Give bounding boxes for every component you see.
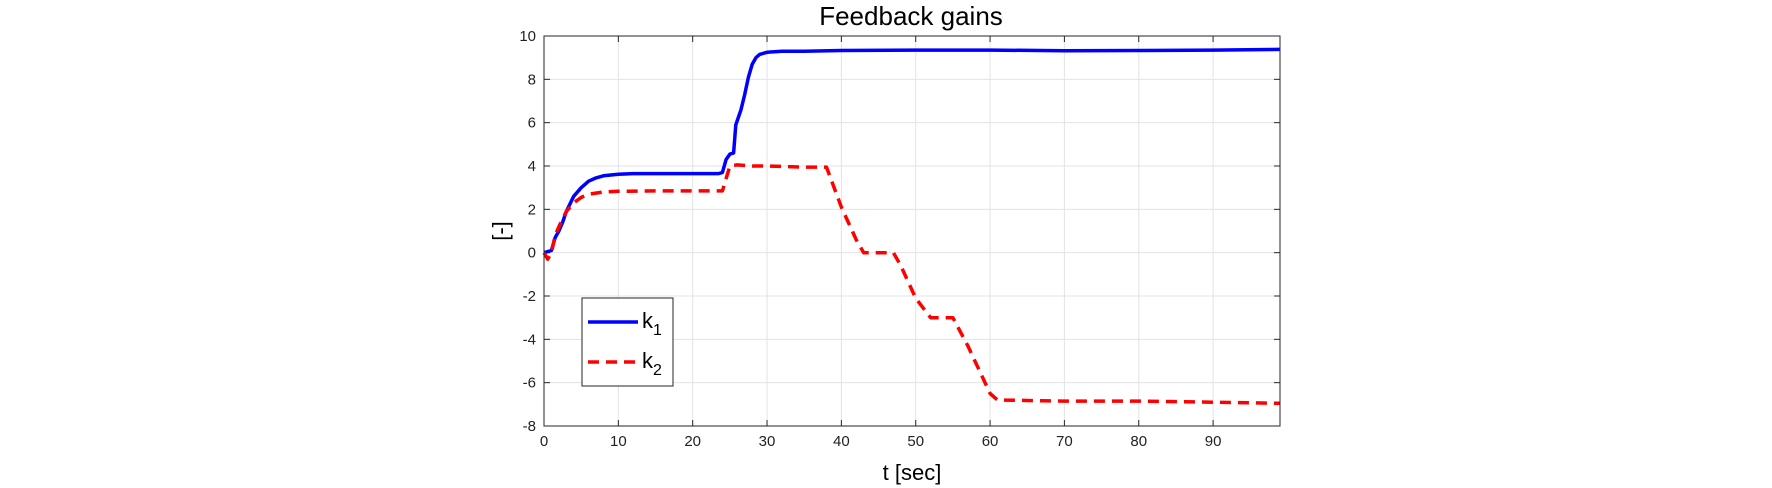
x-tick-label: 20 [684, 433, 701, 450]
legend-label-k1: k1 [642, 308, 662, 339]
series-line-k2 [542, 163, 1281, 406]
y-tick-label: -4 [523, 331, 536, 348]
x-tick-label: 90 [1205, 433, 1222, 450]
y-tick-label: -8 [523, 418, 536, 435]
x-tick-label: 40 [833, 433, 850, 450]
series-line-k1 [543, 47, 1281, 255]
y-tick-label: -2 [523, 288, 536, 305]
legend-box [581, 297, 674, 387]
legend-label-k2: k2 [642, 348, 662, 379]
series-group [542, 47, 1281, 406]
x-tick-label: 80 [1130, 433, 1147, 450]
y-tick-label: 10 [519, 28, 536, 45]
x-tick-label: 70 [1056, 433, 1073, 450]
x-tick-label: 50 [907, 433, 924, 450]
x-axis-label: t [sec] [883, 460, 942, 485]
y-tick-label: 8 [528, 71, 536, 88]
legend: k1 k2 [581, 297, 674, 387]
x-tick-label: 0 [540, 433, 548, 450]
y-tick-label: 2 [528, 201, 536, 218]
chart-title: Feedback gains [819, 1, 1003, 31]
y-tick-label: -6 [523, 375, 536, 392]
y-tick-label: 6 [528, 115, 536, 132]
plot-frame [543, 35, 1281, 427]
y-axis-label: [-] [488, 221, 513, 241]
x-tick-label: 60 [982, 433, 999, 450]
y-tick-label: 4 [528, 158, 536, 175]
y-tick-label: 0 [528, 245, 536, 262]
x-tick-label: 30 [759, 433, 776, 450]
x-tick-label: 10 [610, 433, 627, 450]
